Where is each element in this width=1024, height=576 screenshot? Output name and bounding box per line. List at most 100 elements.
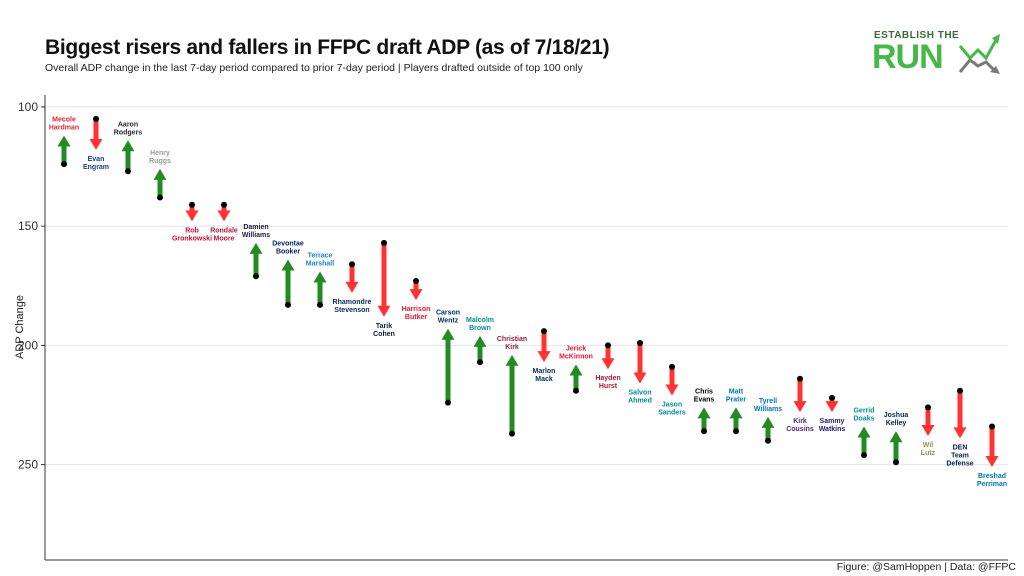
player-arrow: Harrison Butker [402,278,430,321]
arrow-head [153,168,167,180]
arrow-head [729,407,743,419]
player-arrow: Wil Lutz [921,404,936,457]
player-arrow: Jerick McKinnon [559,345,593,394]
player-label-line: Cohen [373,331,395,338]
player-arrow: Marlon Mack [533,328,556,383]
arrow-head [249,242,263,254]
y-tick-labels: 100 150 200 250 [18,100,45,472]
player-label-line: Rodgers [114,129,143,136]
logo-main-text: RUN [872,38,944,76]
arrow-head [985,456,999,467]
logo-top-text: ESTABLISH THE [874,30,960,41]
player-arrow: Carson Wentz [436,310,460,406]
y-tick-label: 200 [18,338,38,352]
player-label-line: Engram [83,164,109,171]
start-point-dot [189,201,195,208]
player-label-line: Marlon [533,368,556,375]
player-label-line: Prater [726,396,747,403]
player-arrow: Aaron Rodgers [114,121,143,175]
player-label-line: Hurst [599,383,618,390]
y-tick-label: 250 [18,458,38,472]
start-point-dot [253,273,259,280]
player-label: Matt Prater [726,388,747,403]
player-label: Jerick McKinnon [559,345,593,360]
player-label: Evan Engram [83,156,109,171]
player-label: Aaron Rodgers [114,121,143,136]
player-arrow: Hayden Hurst [595,342,621,390]
player-label: Salvon Ahmed [628,390,652,405]
player-label-line: Team [951,452,969,459]
player-label-line: Moore [214,235,235,242]
y-tick-label: 150 [18,219,38,233]
player-label-line: Damien [243,224,268,231]
arrow-marks: Mecole Hardman Evan Engram Aaron Rodgers Henry… [49,115,1007,488]
start-point-dot [829,394,835,401]
start-point-dot [925,404,931,411]
player-label: Joshua Kelley [884,412,909,427]
player-label-line: Evan [88,156,105,163]
player-label-line: Devontae [272,241,304,248]
player-label-line: Jerick [566,345,586,352]
start-point-dot [797,375,803,382]
player-label: Hayden Hurst [595,375,620,390]
player-arrow: Mecole Hardman [49,117,79,168]
start-point-dot [157,194,163,201]
player-label: Carson Wentz [436,310,460,325]
player-arrow: Christian Kirk [497,336,527,437]
arrow-head [633,372,647,384]
player-label-line: Evans [694,396,715,403]
start-point-dot [701,428,707,435]
start-point-dot [221,201,227,208]
player-label-line: Rhamondre [333,299,372,306]
player-arrow: Chris Evans [694,388,715,435]
player-label: Devontae Booker [272,241,304,256]
player-label-line: Perriman [977,481,1007,488]
player-label: Jason Sanders [658,401,686,416]
y-tick-label: 100 [18,100,38,114]
chart-subtitle: Overall ADP change in the last 7-day per… [45,62,583,74]
arrow-head [921,425,935,436]
player-label-line: Wil [923,442,933,449]
start-point-dot [477,359,483,366]
start-point-dot [669,363,675,370]
player-label-line: Marshall [306,260,334,267]
player-label-line: Henry [150,150,170,157]
grid-lines [45,106,1008,466]
arrow-head [313,271,327,283]
player-label: Marlon Mack [533,368,556,383]
start-point-dot [541,328,547,335]
player-label: Henry Ruggs [149,150,171,165]
player-label: Tarik Cohen [373,323,395,338]
player-arrow: Breshad Perriman [977,423,1007,488]
player-arrow: Terrace Marshall [306,252,334,308]
arrow-head [505,354,519,366]
logo-arrow-icon [958,34,1000,74]
player-label: Sammy Watkins [819,418,846,433]
y-axis-label: ADP Change [14,295,26,359]
player-label-line: Chris [695,388,713,395]
player-arrow: Matt Prater [726,388,747,435]
player-label-line: Wentz [438,318,459,325]
player-label: Breshad Perriman [977,473,1007,488]
player-label-line: Carson [436,310,460,317]
start-point-dot [733,428,739,435]
start-point-dot [61,161,67,168]
arrow-head [793,401,807,413]
player-label: Rondale Moore [210,227,238,242]
player-label-line: Butker [405,314,427,321]
establish-the-run-logo: ESTABLISH THE RUN [872,30,1002,76]
player-arrow: Evan Engram [83,115,109,171]
start-point-dot [637,340,643,346]
player-label: DEN Team Defense [946,444,973,467]
player-label: Malcolm Brown [466,317,494,332]
player-arrow: Rob Gronkowski [172,201,212,242]
player-label: Christian Kirk [497,336,527,351]
player-arrow: DEN Team Defense [946,387,974,467]
player-label-line: Brown [469,325,491,332]
arrow-head [761,416,775,428]
arrow-head [473,335,487,347]
start-point-dot [445,399,451,406]
player-label-line: Kelley [886,420,907,427]
arrow-head [121,140,135,152]
start-point-dot [989,423,995,430]
